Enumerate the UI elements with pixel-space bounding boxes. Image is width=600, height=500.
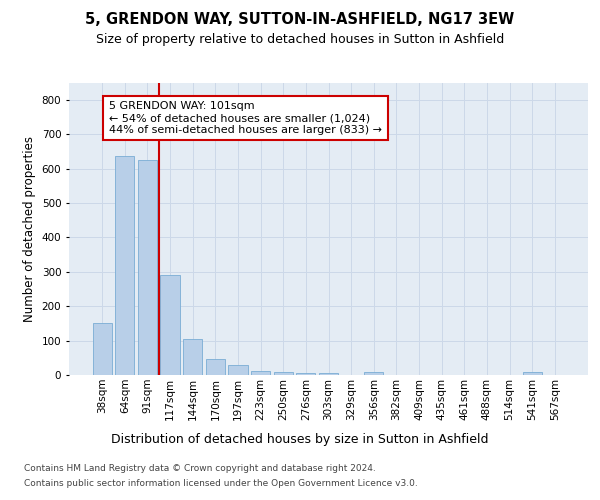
Bar	[183, 339, 202, 375]
Bar	[523, 372, 542, 375]
Text: 5, GRENDON WAY, SUTTON-IN-ASHFIELD, NG17 3EW: 5, GRENDON WAY, SUTTON-IN-ASHFIELD, NG17…	[85, 12, 515, 28]
Bar	[92, 324, 112, 375]
Bar	[274, 372, 293, 375]
Text: Contains public sector information licensed under the Open Government Licence v3: Contains public sector information licen…	[24, 479, 418, 488]
Y-axis label: Number of detached properties: Number of detached properties	[23, 136, 36, 322]
Bar	[206, 359, 225, 375]
Bar	[364, 372, 383, 375]
Text: Distribution of detached houses by size in Sutton in Ashfield: Distribution of detached houses by size …	[111, 432, 489, 446]
Bar	[229, 364, 248, 375]
Bar	[319, 372, 338, 375]
Bar	[296, 372, 316, 375]
Bar	[138, 160, 157, 375]
Text: Size of property relative to detached houses in Sutton in Ashfield: Size of property relative to detached ho…	[96, 32, 504, 46]
Bar	[160, 275, 180, 375]
Text: Contains HM Land Registry data © Crown copyright and database right 2024.: Contains HM Land Registry data © Crown c…	[24, 464, 376, 473]
Bar	[115, 156, 134, 375]
Text: 5 GRENDON WAY: 101sqm
← 54% of detached houses are smaller (1,024)
44% of semi-d: 5 GRENDON WAY: 101sqm ← 54% of detached …	[109, 102, 382, 134]
Bar	[251, 371, 270, 375]
